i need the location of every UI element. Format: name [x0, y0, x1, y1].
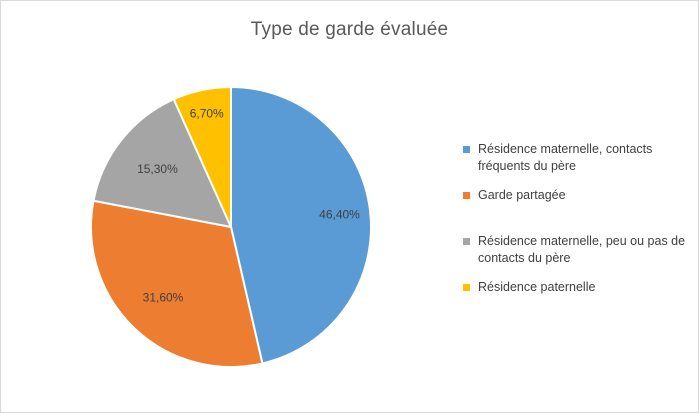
pie-slice-4 — [172, 86, 232, 228]
data-label-4: 6,70% — [190, 106, 224, 120]
data-label-2: 31,60% — [143, 291, 184, 305]
legend-item-3: Résidence maternelle, peu ou pas de cont… — [463, 233, 688, 267]
legend-swatch — [463, 146, 470, 153]
legend-label: Résidence maternelle, peu ou pas de cont… — [478, 234, 686, 265]
data-label-1: 46,40% — [319, 208, 360, 222]
legend-label: Garde partagée — [478, 188, 566, 202]
legend-item-1: Résidence maternelle, contacts fréquents… — [463, 141, 688, 175]
legend-item-2: Garde partagée — [463, 187, 688, 204]
legend-swatch — [463, 284, 470, 291]
legend-swatch — [463, 238, 470, 245]
legend-item-4: Résidence paternelle — [463, 279, 688, 296]
legend-label: Résidence maternelle, contacts fréquents… — [478, 142, 653, 173]
chart-title: Type de garde évaluée — [250, 19, 449, 40]
legend-swatch — [463, 192, 470, 199]
legend-label: Résidence paternelle — [478, 280, 596, 294]
pie-slice-3 — [92, 98, 232, 228]
data-label-3: 15,30% — [137, 162, 178, 176]
pie-slice-1 — [230, 86, 372, 365]
pie-slice-2 — [90, 199, 264, 368]
